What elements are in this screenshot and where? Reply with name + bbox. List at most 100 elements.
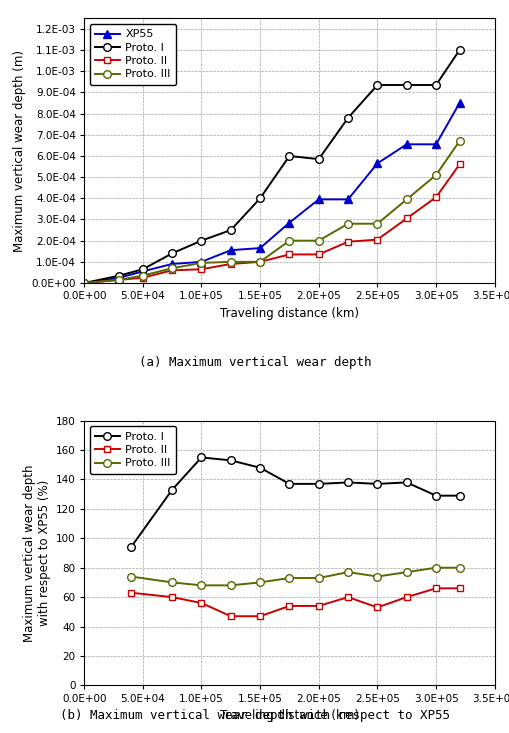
Proto. II [432,584,438,593]
Proto. I [169,249,175,258]
Proto. III [315,574,321,583]
Line: Proto. I: Proto. I [127,454,462,551]
XP55 [198,257,204,266]
X-axis label: Traveling distance (km): Traveling distance (km) [219,307,358,320]
Proto. I [432,491,438,500]
XP55 [432,140,438,149]
Proto. I [257,463,263,472]
Proto. I [315,155,321,163]
Proto. I [198,453,204,462]
Proto. II [169,266,175,275]
Legend: XP55, Proto. I, Proto. II, Proto. III: XP55, Proto. I, Proto. II, Proto. III [90,24,176,85]
XP55 [257,243,263,252]
Proto. III [228,581,234,590]
Proto. III [403,195,409,204]
Proto. II [286,602,292,611]
Proto. III [345,568,351,577]
Text: (b) Maximum vertical wear depth with respect to XP55: (b) Maximum vertical wear depth with res… [60,709,449,722]
Proto. II [456,160,462,169]
Proto. III [374,219,380,228]
Y-axis label: Maximum vertical wear depth (m): Maximum vertical wear depth (m) [13,50,26,251]
Proto. III [432,171,438,180]
Proto. II [198,599,204,608]
Proto. III [81,279,87,287]
Proto. II [345,593,351,602]
Proto. II [81,279,87,287]
Proto. I [228,456,234,465]
Proto. III [257,257,263,266]
Proto. II [374,603,380,612]
Proto. I [139,265,146,273]
Proto. II [228,612,234,621]
Proto. II [345,237,351,246]
Proto. II [286,250,292,259]
Line: Proto. II: Proto. II [127,585,462,619]
Proto. I [286,479,292,488]
XP55 [139,267,146,276]
XP55 [169,259,175,268]
Proto. II [128,589,134,597]
Proto. III [198,581,204,590]
XP55 [81,279,87,287]
XP55 [116,273,122,282]
Text: (a) Maximum vertical wear depth: (a) Maximum vertical wear depth [138,356,371,369]
XP55 [403,140,409,149]
Proto. II [456,584,462,593]
Proto. II [403,214,409,223]
Proto. III [403,568,409,577]
Proto. II [139,273,146,282]
Proto. II [198,265,204,273]
Proto. III [257,578,263,587]
Proto. III [286,574,292,583]
Proto. I [286,152,292,161]
Proto. I [345,114,351,122]
Proto. I [228,226,234,235]
XP55 [345,195,351,204]
Proto. I [403,81,409,89]
Proto. III [374,572,380,581]
Line: Proto. II: Proto. II [80,161,462,287]
Proto. I [345,478,351,487]
Proto. I [116,271,122,280]
Line: XP55: XP55 [80,99,462,287]
Proto. I [456,45,462,54]
Proto. III [345,219,351,228]
Proto. I [128,542,134,551]
Proto. I [315,479,321,488]
Line: Proto. III: Proto. III [127,564,462,589]
Proto. II [315,602,321,611]
Proto. III [456,564,462,572]
XP55 [286,218,292,227]
Proto. III [128,572,134,581]
Proto. II [257,612,263,621]
Proto. I [374,81,380,89]
X-axis label: Traveling distance (km): Traveling distance (km) [219,710,358,722]
Proto. III [315,236,321,245]
Proto. I [169,485,175,494]
XP55 [315,195,321,204]
Line: Proto. III: Proto. III [80,137,462,287]
Legend: Proto. I, Proto. II, Proto. III: Proto. I, Proto. II, Proto. III [90,426,176,474]
Proto. I [432,81,438,89]
XP55 [374,159,380,168]
XP55 [228,246,234,254]
Proto. III [198,259,204,268]
Proto. III [228,257,234,266]
Proto. I [81,279,87,287]
Proto. II [228,259,234,268]
Proto. I [403,478,409,487]
XP55 [456,99,462,108]
Proto. II [374,235,380,244]
Proto. I [257,194,263,203]
Proto. III [169,578,175,587]
Proto. III [116,276,122,284]
Proto. II [169,593,175,602]
Proto. II [403,593,409,602]
Proto. II [315,250,321,259]
Proto. II [116,276,122,284]
Line: Proto. I: Proto. I [80,46,462,287]
Proto. III [169,264,175,273]
Proto. III [286,236,292,245]
Proto. I [198,236,204,245]
Proto. III [139,271,146,280]
